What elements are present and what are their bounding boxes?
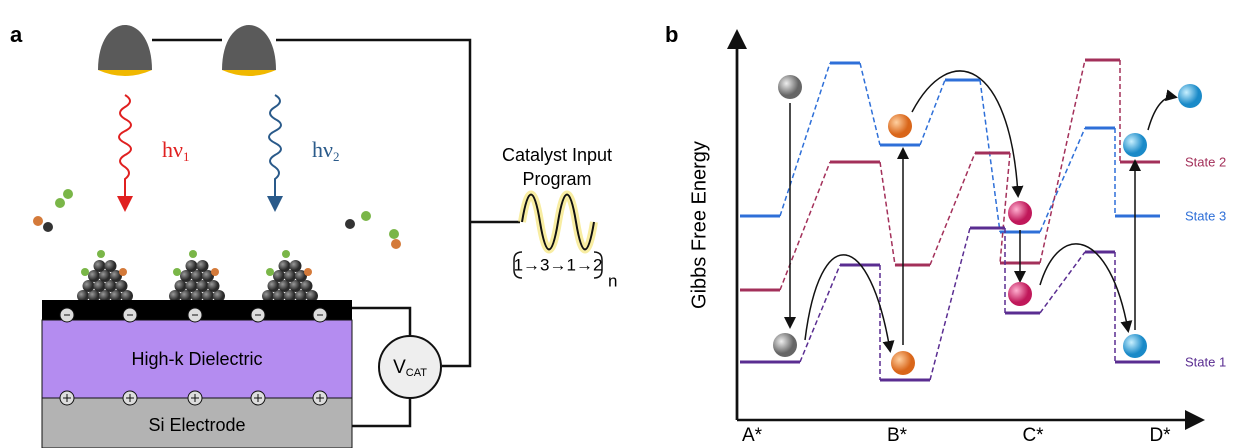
- catalyst-piles: [77, 250, 318, 302]
- atom: [202, 290, 214, 302]
- atom: [104, 280, 117, 292]
- atom: [278, 280, 291, 292]
- adsorbate: [119, 268, 127, 276]
- atom: [180, 270, 192, 282]
- y-axis-label: Gibbs Free Energy: [688, 141, 710, 309]
- atom: [300, 280, 313, 292]
- voltage-source: [378, 335, 442, 399]
- atom: [77, 290, 89, 302]
- state-label: State 2: [1185, 154, 1226, 169]
- panel-label: b: [665, 22, 678, 47]
- light-wave: [267, 94, 283, 212]
- atom: [93, 260, 106, 272]
- electrode: [41, 397, 353, 448]
- atom: [88, 290, 100, 302]
- program-label: Program: [522, 169, 591, 189]
- light-label: hν2: [312, 137, 339, 164]
- atom: [213, 290, 225, 302]
- adsorbate: [173, 268, 181, 276]
- atom: [295, 270, 307, 282]
- atom: [202, 270, 214, 282]
- atom: [284, 270, 296, 282]
- atom: [99, 270, 111, 282]
- x-label: A*: [742, 425, 763, 446]
- adsorbate: [97, 250, 105, 258]
- transition-arrows: [784, 70, 1178, 353]
- x-label: D*: [1149, 425, 1171, 446]
- atom: [169, 290, 181, 302]
- plus: [63, 394, 71, 402]
- panel-label: a: [10, 22, 23, 47]
- atom: [278, 260, 291, 272]
- x-label: C*: [1022, 425, 1044, 446]
- plus: [191, 394, 199, 402]
- adsorbate: [189, 250, 197, 258]
- voltage-label: VCAT: [393, 357, 427, 379]
- atom: [289, 260, 302, 272]
- atom: [284, 290, 296, 302]
- state-label: State 3: [1185, 208, 1226, 223]
- atom: [185, 280, 198, 292]
- sequence-repeat: n: [608, 271, 617, 290]
- adsorbate: [304, 268, 312, 276]
- wire: [352, 306, 412, 428]
- atom: [110, 290, 122, 302]
- level-connector: [799, 227, 1116, 381]
- wire: [152, 38, 520, 368]
- adsorbate: [266, 268, 274, 276]
- light-wave: [117, 94, 133, 212]
- atom: [191, 270, 203, 282]
- electrode-label: Si Electrode: [148, 415, 245, 435]
- light-label: hν1: [162, 137, 189, 164]
- atom: [88, 270, 100, 282]
- atom: [289, 280, 302, 292]
- program-label: Catalyst Input: [502, 145, 612, 165]
- dielectric: [41, 319, 353, 399]
- atom: [306, 290, 318, 302]
- plus: [254, 394, 262, 402]
- atom: [262, 290, 274, 302]
- atom: [207, 280, 220, 292]
- energy-levels: [740, 58, 1160, 382]
- dielectric-label: High-k Dielectric: [131, 349, 262, 369]
- atom: [273, 290, 285, 302]
- atom: [191, 290, 203, 302]
- atom: [273, 270, 285, 282]
- atom: [174, 280, 187, 292]
- atom: [121, 290, 133, 302]
- atom: [185, 260, 198, 272]
- atom: [93, 280, 106, 292]
- atom: [110, 270, 122, 282]
- adsorbate: [211, 268, 219, 276]
- particles: [33, 189, 401, 249]
- adsorbate: [282, 250, 290, 258]
- atom: [82, 280, 95, 292]
- plus: [126, 394, 134, 402]
- atom: [295, 290, 307, 302]
- sequence: 1→3→1→2: [514, 255, 603, 274]
- plus: [316, 394, 324, 402]
- atom: [104, 260, 117, 272]
- charges: [59, 307, 328, 406]
- atom: [99, 290, 111, 302]
- lamps: [98, 25, 276, 76]
- atom: [196, 260, 209, 272]
- adsorbates: [773, 75, 1202, 375]
- program-wave: [521, 193, 595, 251]
- atom: [180, 290, 192, 302]
- level-connector: [779, 62, 1116, 233]
- atom: [196, 280, 209, 292]
- level-connector: [779, 59, 1121, 291]
- state-label: State 1: [1185, 354, 1226, 369]
- atom: [267, 280, 280, 292]
- atom: [115, 280, 128, 292]
- adsorbate: [81, 268, 89, 276]
- x-label: B*: [887, 425, 908, 446]
